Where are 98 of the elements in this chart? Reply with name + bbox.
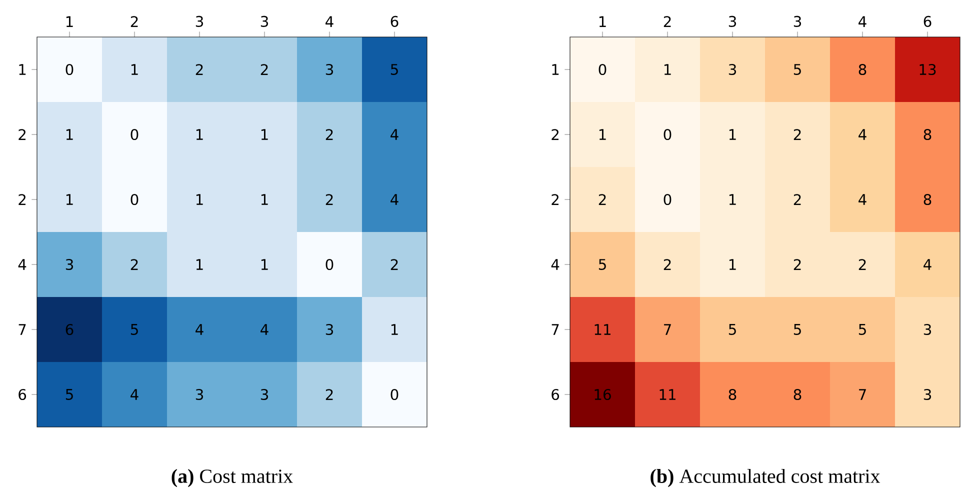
data-label: 11 — [660, 389, 676, 400]
data-label: 2 — [196, 64, 203, 75]
data-label: 4 — [924, 259, 932, 270]
x-tick-label: 3 — [794, 16, 801, 27]
data-label: 8 — [794, 388, 802, 400]
data-label: 1 — [261, 194, 268, 205]
data-label: 3 — [326, 324, 333, 336]
data-label: 1 — [729, 129, 736, 140]
data-label: 0 — [664, 128, 672, 140]
y-tick-label: 7 — [552, 324, 559, 335]
data-label: 2 — [858, 259, 866, 270]
data-label: 3 — [326, 64, 333, 76]
data-label: 16 — [594, 388, 611, 400]
y-tick-label: 6 — [18, 388, 26, 400]
data-label: 1 — [599, 129, 606, 140]
x-tick-label: 3 — [196, 16, 203, 27]
y-tick-label: 4 — [551, 259, 560, 270]
data-label: 0 — [130, 194, 138, 206]
data-label: 8 — [924, 194, 932, 206]
data-label: 2 — [794, 259, 801, 270]
text: (b) Accumulated cost matrix — [650, 468, 880, 488]
data-label: 5 — [598, 259, 606, 270]
x-tick-label: 1 — [599, 16, 606, 27]
x-tick-label: 1 — [66, 16, 73, 27]
data-label: 11 — [594, 324, 610, 335]
data-label: 1 — [391, 324, 398, 335]
x-tick-label: 2 — [664, 16, 671, 27]
data-label: 7 — [664, 324, 671, 335]
data-label: 0 — [598, 64, 606, 76]
data-label: 1 — [66, 194, 73, 205]
data-label: 1 — [196, 259, 203, 270]
data-label: 5 — [794, 64, 801, 75]
y-tick-label: 1 — [552, 64, 559, 75]
data-label: 3 — [66, 258, 73, 270]
data-label: 1 — [131, 64, 138, 75]
data-label: 5 — [728, 324, 736, 335]
data-label: 2 — [326, 129, 333, 140]
data-label: 3 — [728, 64, 736, 76]
y-tick-label: 4 — [18, 259, 26, 270]
data-label: 2 — [326, 389, 333, 400]
data-label: 2 — [326, 194, 333, 205]
y-tick-label: 2 — [552, 194, 558, 205]
y-tick-label: 6 — [552, 388, 560, 400]
data-label: 4 — [858, 194, 866, 205]
data-label: 8 — [858, 64, 866, 76]
y-tick-label: 7 — [18, 324, 26, 335]
data-label: 5 — [130, 324, 138, 335]
y-tick-label: 1 — [19, 64, 26, 75]
data-label: 2 — [598, 194, 606, 205]
data-label: 5 — [390, 64, 398, 75]
y-tick-label: 2 — [18, 194, 26, 205]
data-label: 13 — [920, 64, 936, 76]
data-label: 0 — [326, 258, 334, 270]
data-label: 3 — [924, 388, 931, 400]
data-label: 4 — [260, 324, 268, 335]
data-label: 8 — [924, 128, 932, 140]
x-tick-label: 4 — [326, 16, 334, 27]
data-label: 5 — [66, 389, 73, 400]
x-tick-label: 3 — [260, 16, 268, 27]
data-label: 1 — [66, 129, 73, 140]
data-label: 2 — [130, 259, 138, 270]
x-tick-label: 3 — [728, 16, 736, 27]
data-label: 3 — [260, 388, 268, 400]
data-label: 1 — [664, 64, 671, 75]
data-label: 1 — [196, 129, 203, 140]
x-tick-label: 2 — [130, 16, 138, 27]
data-label: 1 — [729, 259, 736, 270]
x-tick-label: 6 — [924, 16, 932, 27]
data-label: 3 — [924, 324, 931, 336]
data-label: 5 — [858, 324, 866, 335]
data-label: 3 — [196, 388, 203, 400]
data-label: 4 — [390, 194, 398, 205]
data-label: 1 — [261, 129, 268, 140]
data-label: 5 — [794, 324, 801, 335]
data-label: 2 — [260, 64, 268, 75]
data-label: 2 — [794, 129, 801, 140]
data-label: 8 — [728, 388, 736, 400]
y-tick-label: 2 — [552, 129, 558, 140]
data-label: 7 — [859, 389, 866, 400]
x-tick-label: 6 — [390, 16, 398, 27]
data-label: 0 — [66, 64, 74, 76]
text: (a) Cost matrix — [172, 468, 293, 488]
y-tick-label: 2 — [18, 129, 26, 140]
data-label: 0 — [390, 388, 398, 400]
data-label: 1 — [261, 259, 268, 270]
data-label: 4 — [858, 129, 866, 140]
data-label: 1 — [729, 194, 736, 205]
data-label: 2 — [664, 259, 671, 270]
data-label: 4 — [196, 324, 204, 335]
data-label: 4 — [390, 129, 398, 140]
data-label: 2 — [390, 259, 398, 270]
x-tick-label: 4 — [858, 16, 866, 27]
data-label: 2 — [794, 194, 801, 205]
data-label: 6 — [66, 324, 74, 336]
data-label: 1 — [196, 194, 203, 205]
data-label: 4 — [130, 389, 138, 400]
data-label: 0 — [664, 194, 672, 206]
data-label: 0 — [130, 128, 138, 140]
